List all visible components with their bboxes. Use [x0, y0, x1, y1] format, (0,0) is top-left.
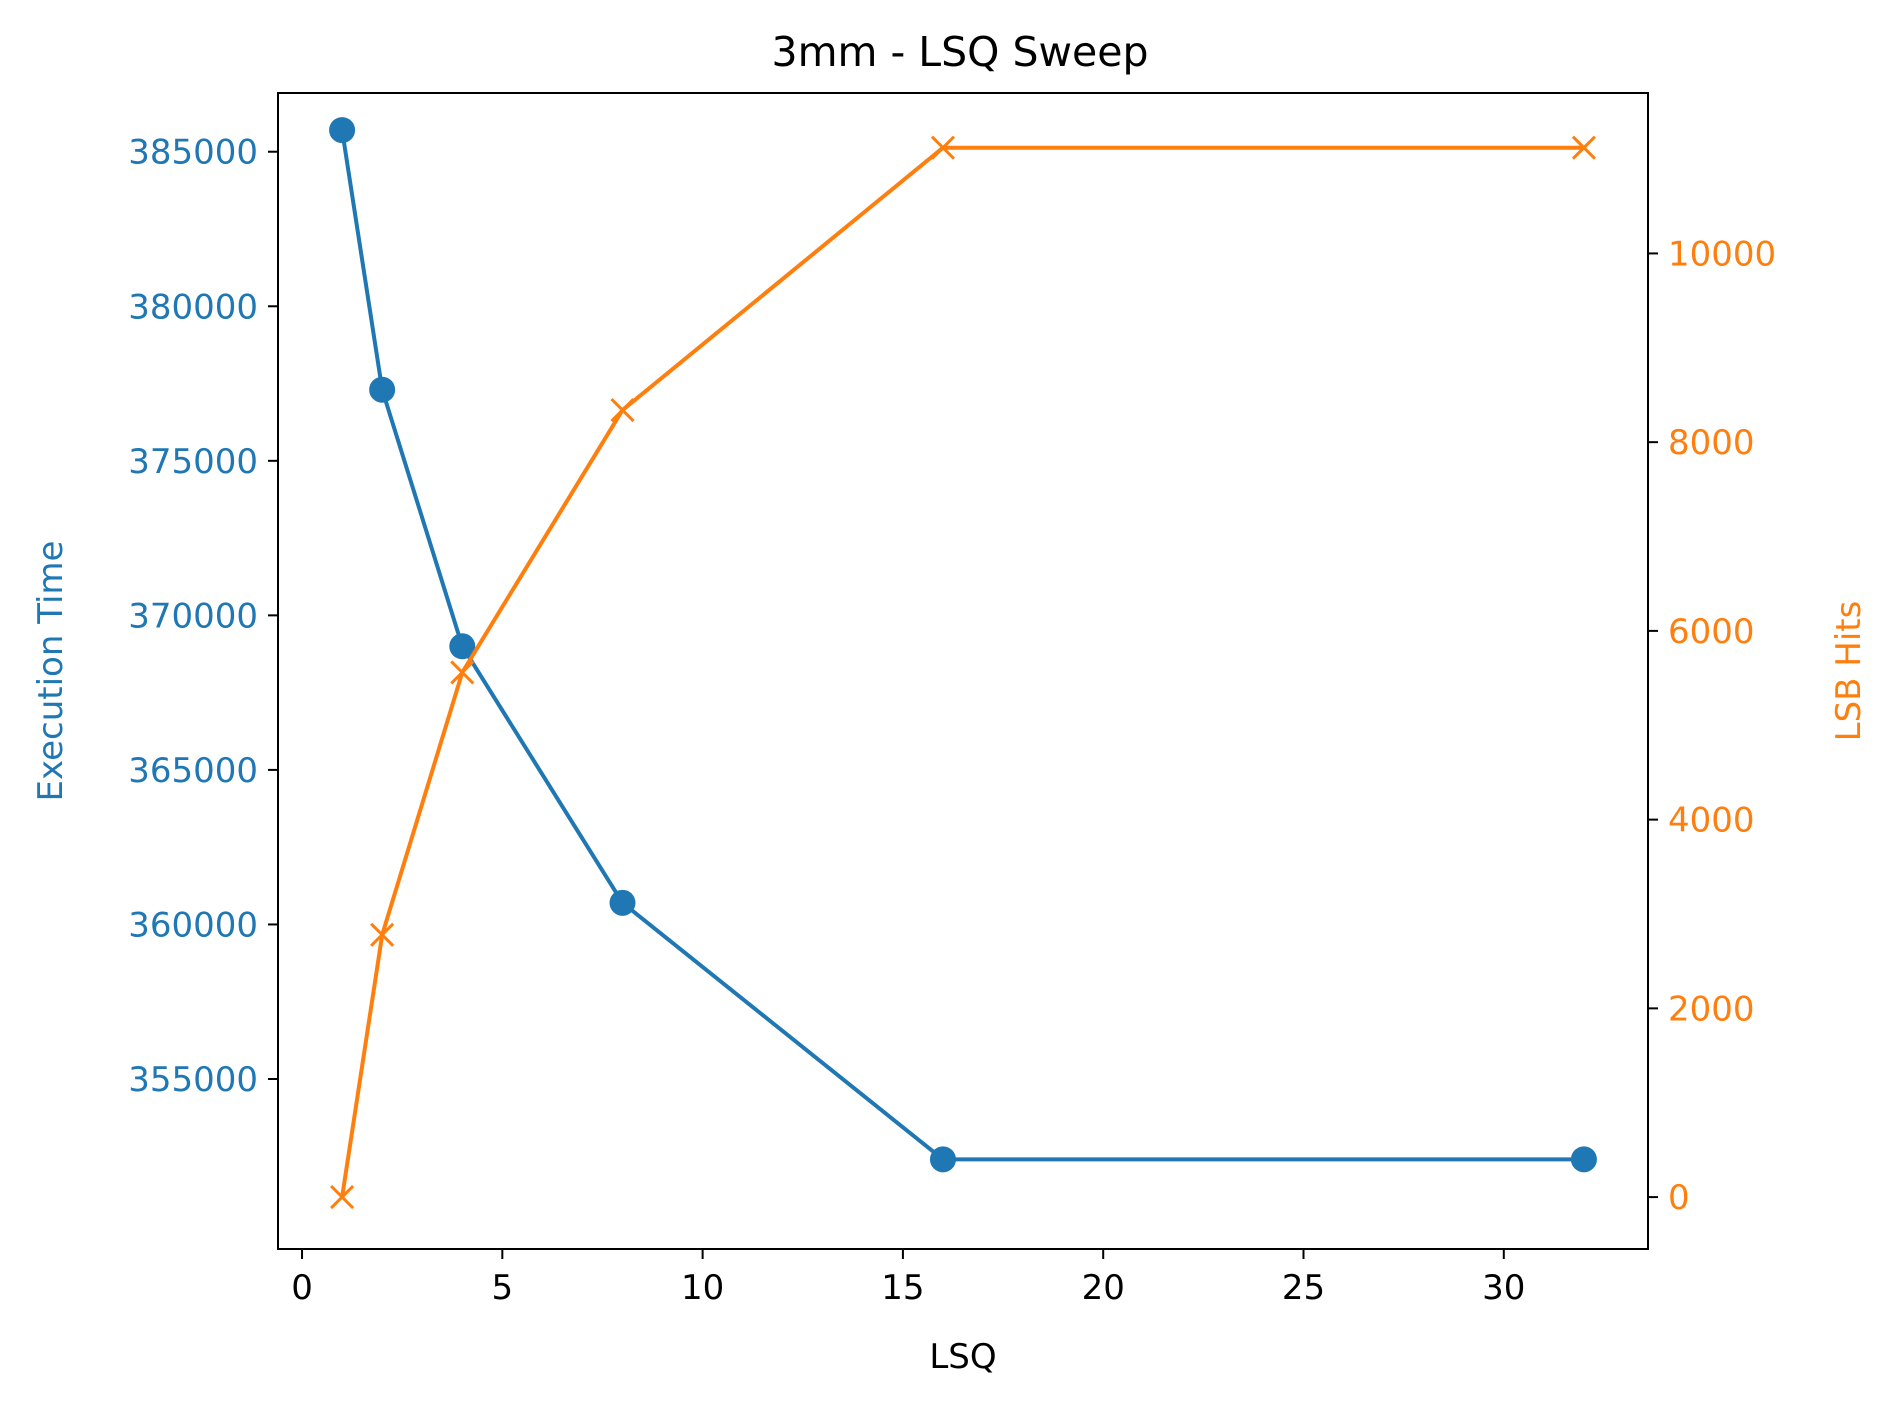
x-marker-stroke: [370, 922, 395, 947]
x-tick-label: 0: [291, 1268, 313, 1308]
lsb-hits-point: [930, 135, 956, 160]
lsb-hits-series-line: [340, 145, 1584, 1198]
y-right-tick-label: 6000: [1668, 612, 1755, 652]
lsb-hits-point: [1571, 135, 1596, 160]
x-tick-label: 15: [881, 1268, 924, 1308]
y-left-tick-label: 370000: [128, 596, 258, 636]
ticks-layer: 0 5 10 15 20 25 30 355000 360000 365000 370000 3750…: [128, 133, 1776, 1308]
y-right-tick-label: 10000: [1668, 234, 1776, 274]
y-axis-left-title: Execution Time: [31, 541, 71, 802]
y-left-tick-label: 360000: [128, 905, 258, 945]
x-marker-stroke: [450, 660, 475, 685]
chart-title: 3mm - LSQ Sweep: [771, 28, 1148, 76]
y-right-tick-label: 2000: [1668, 989, 1755, 1029]
lsb-hits-point: [610, 398, 635, 423]
x-tick-label: 10: [681, 1268, 724, 1308]
y-right-tick-label: 0: [1668, 1178, 1690, 1218]
series-layer: [329, 117, 1597, 1210]
execution-time-point: [449, 633, 476, 660]
lsb-hits-point: [330, 1185, 355, 1210]
x-axis-title: LSQ: [929, 1337, 996, 1377]
y-right-tick-label: 4000: [1668, 801, 1755, 841]
execution-time-point: [1570, 1146, 1597, 1173]
plot-frame: [277, 92, 1649, 1250]
lsb-hits-point: [450, 660, 475, 685]
x-tick-label: 25: [1282, 1268, 1325, 1308]
y-left-tick-label: 365000: [128, 751, 258, 791]
y-left-tick-label: 380000: [128, 287, 258, 327]
execution-time-point: [609, 889, 636, 916]
lsb-hits-point: [370, 922, 395, 947]
execution-time-point: [369, 376, 396, 403]
x-marker-stroke: [610, 398, 635, 423]
y-left-tick-label: 355000: [128, 1060, 258, 1100]
x-tick-label: 30: [1482, 1268, 1525, 1308]
y-axis-right-title: LSB Hits: [1829, 601, 1869, 742]
x-tick-label: 5: [492, 1268, 514, 1308]
y-right-tick-label: 8000: [1668, 423, 1755, 463]
y-left-tick-label: 385000: [128, 133, 258, 173]
execution-time-point: [329, 117, 356, 144]
y-left-tick-label: 375000: [128, 442, 258, 482]
x-marker-stroke: [330, 1185, 355, 1210]
execution-time-series-line: [340, 129, 1584, 1162]
x-marker-stroke: [930, 135, 956, 160]
x-tick-label: 20: [1082, 1268, 1125, 1308]
x-marker-stroke: [1571, 135, 1596, 160]
execution-time-point: [929, 1146, 956, 1173]
